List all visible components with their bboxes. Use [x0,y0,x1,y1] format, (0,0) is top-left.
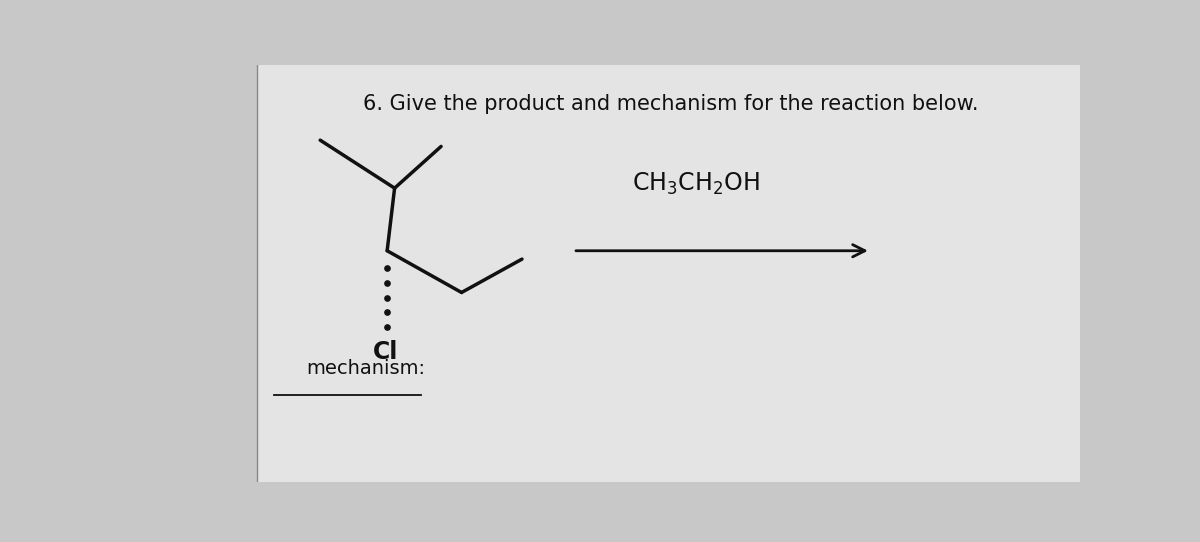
Text: CH$_3$CH$_2$OH: CH$_3$CH$_2$OH [632,170,760,197]
Bar [257,65,1080,482]
Text: Cl: Cl [373,340,398,364]
Text: mechanism:: mechanism: [306,359,425,378]
Text: 6. Give the product and mechanism for the reaction below.: 6. Give the product and mechanism for th… [364,94,978,114]
